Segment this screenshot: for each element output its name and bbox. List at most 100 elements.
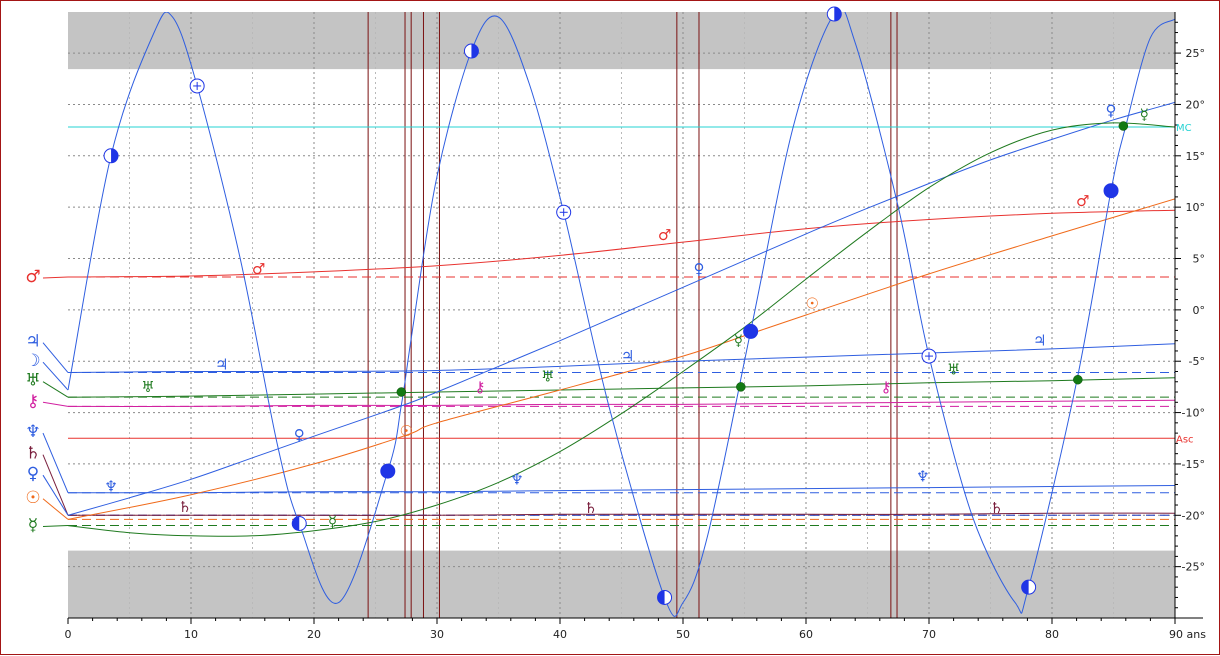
curve-glyph: ♄ (178, 498, 191, 516)
moon-phase-marker (103, 148, 119, 164)
moon-phase-disc (743, 323, 759, 339)
curve-glyph: ♅ (541, 368, 554, 386)
moon-phase-half (471, 44, 479, 59)
fan-line (42, 401, 69, 407)
fan-line (42, 276, 69, 279)
x-tick-label: 50 (676, 628, 690, 641)
y-tick-label: 20° (1186, 98, 1206, 111)
progression-curve (68, 512, 1175, 516)
progression-curve (68, 399, 1175, 407)
reference-line-label: Asc (1176, 434, 1194, 445)
fan-line (42, 361, 69, 391)
curve-glyph: ♂ (252, 260, 265, 278)
moon-progression-curve (68, 12, 1175, 617)
curve-glyph: ♆ (104, 478, 117, 496)
x-tick-label: 0 (65, 628, 72, 641)
progression-curve (68, 101, 1175, 516)
moon-phase-marker (556, 204, 572, 220)
x-tick-label: 10 (184, 628, 198, 641)
curve-glyph: ♅ (947, 360, 960, 378)
planet-glyph: ♆ (25, 422, 40, 442)
aspect-dot (736, 382, 746, 392)
moon-phase-half (111, 148, 119, 163)
curve-glyph: ♃ (215, 355, 228, 373)
moon-phase-marker (1021, 579, 1037, 595)
curve-glyph: ♅ (141, 378, 154, 396)
moon-phase-marker (743, 323, 759, 339)
moon-phase-marker (1103, 183, 1119, 199)
curve-glyph: ☉ (805, 295, 818, 313)
planet-glyph: ☉ (25, 488, 40, 508)
fan-line (42, 498, 69, 520)
moon-phase-marker (463, 43, 479, 59)
curve-glyph: ♂ (658, 226, 671, 244)
moon-phase-disc (1103, 183, 1119, 199)
reference-line-label: MC (1176, 123, 1192, 134)
curve-glyph: ♂ (1076, 192, 1089, 210)
y-tick-label: -15° (1182, 458, 1205, 471)
y-tick-label: -10° (1182, 407, 1205, 420)
curve-glyph: ♄ (990, 499, 1003, 517)
curve-glyph: ♆ (510, 470, 523, 488)
x-tick-label: 20 (307, 628, 321, 641)
moon-phase-marker (657, 589, 673, 605)
curve-glyph: ♄ (584, 499, 597, 517)
curve-glyph: ☉ (400, 422, 413, 440)
x-tick-label: 30 (430, 628, 444, 641)
moon-phase-marker (921, 348, 937, 364)
y-tick-label: 10° (1186, 201, 1206, 214)
moon-phase-marker (291, 516, 307, 532)
aspect-dot (396, 387, 407, 397)
x-tick-label: 70 (922, 628, 936, 641)
moon-phase-half (657, 590, 665, 605)
moon-phase-half (1021, 580, 1029, 595)
curve-glyph: ☿ (1140, 106, 1149, 124)
planet-glyph: ⚷ (27, 391, 39, 411)
aspect-dot (1073, 374, 1083, 385)
y-tick-label: 15° (1186, 150, 1206, 163)
progression-curve (68, 343, 1175, 373)
progression-curve (68, 377, 1175, 398)
x-tick-label: 40 (553, 628, 567, 641)
moon-phase-disc (380, 463, 396, 479)
y-tick-label: 25° (1186, 47, 1206, 60)
curve-glyph: ☿ (328, 512, 337, 530)
progression-curve (68, 485, 1175, 494)
y-tick-label: 0° (1193, 304, 1206, 317)
x-tick-label: 80 (1045, 628, 1059, 641)
planet-glyph: ♅ (25, 371, 40, 391)
fan-line (42, 381, 69, 398)
fan-line (42, 432, 69, 493)
x-tick-label: 90 ans (1169, 628, 1206, 641)
progression-curve (68, 198, 1175, 520)
moon-phase-half (834, 7, 842, 22)
planet-glyph: ♀ (27, 464, 39, 484)
curve-glyph: ♀ (294, 426, 305, 444)
fan-line (42, 342, 69, 373)
planet-glyph: ♃ (25, 332, 40, 352)
curve-glyph: ♀ (1106, 102, 1117, 120)
planet-glyph: ♄ (25, 444, 40, 464)
y-tick-label: 5° (1193, 253, 1206, 266)
x-tick-label: 60 (799, 628, 813, 641)
moon-phase-marker (189, 78, 205, 94)
curve-glyph: ♃ (1033, 332, 1046, 350)
curve-glyph: ♃ (621, 347, 634, 365)
aspect-dot (1118, 121, 1129, 131)
moon-phase-marker (826, 6, 842, 22)
shaded-band (68, 12, 1175, 70)
curve-glyph: ♆ (916, 467, 929, 485)
moon-phase-half (292, 516, 300, 531)
curve-glyph: ♀ (693, 260, 704, 278)
moon-phase-marker (380, 463, 396, 479)
y-tick-label: -25° (1182, 561, 1205, 574)
progression-curve (68, 122, 1175, 537)
curve-glyph: ⚷ (880, 378, 891, 396)
curve-glyph: ⚷ (475, 378, 486, 396)
shaded-band (68, 550, 1175, 618)
planet-glyph: ☿ (28, 516, 38, 536)
curve-glyph: ☿ (734, 332, 743, 350)
planet-glyph: ♂ (25, 267, 40, 287)
fan-line (42, 474, 69, 516)
